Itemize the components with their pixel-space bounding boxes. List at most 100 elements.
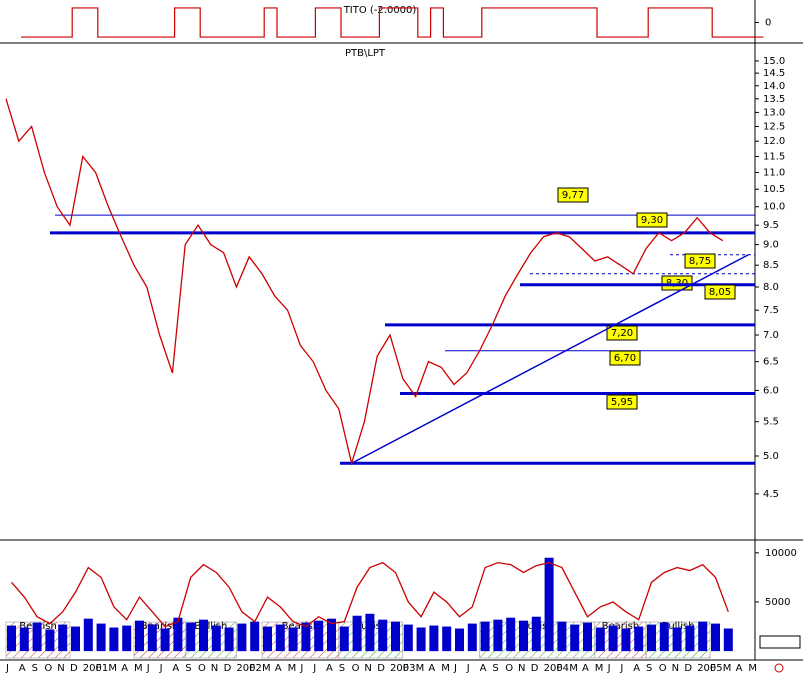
x-tick-label: N xyxy=(211,663,218,674)
x-tick-label: 2004 xyxy=(544,663,569,674)
scale-box xyxy=(759,635,801,649)
x-tick-label: J xyxy=(312,663,316,674)
x-tick-label: M xyxy=(441,663,450,674)
x-tick-label: D xyxy=(224,663,232,674)
regime-label: Bearish xyxy=(141,621,179,632)
volume-bar xyxy=(672,627,682,652)
x-tick-label: O xyxy=(352,663,360,674)
price-line xyxy=(5,98,724,466)
y-tick-label: 12.5 xyxy=(763,122,785,133)
volume-bar xyxy=(570,624,580,652)
volume-bar xyxy=(685,625,695,652)
volume-bar xyxy=(442,626,452,652)
y-tick-label: 10.0 xyxy=(763,202,785,213)
level-label-box xyxy=(609,350,641,366)
trendline xyxy=(351,254,749,464)
x-tick-label: O xyxy=(44,663,52,674)
volume-bar xyxy=(45,629,55,652)
x-tick-label: J xyxy=(159,663,163,674)
y-tick-label: 11.0 xyxy=(763,167,785,178)
volume-bar xyxy=(429,625,439,652)
x-tick-label: N xyxy=(518,663,525,674)
x-tick-label: 2005 xyxy=(697,663,722,674)
level-label: 9,77 xyxy=(562,190,584,201)
x-tick-label: M xyxy=(288,663,297,674)
level-label: 7,20 xyxy=(611,328,633,339)
x-tick-label: F xyxy=(710,663,716,674)
regime-label: Bearish xyxy=(282,621,320,632)
volume-bar xyxy=(608,625,618,652)
y-tick-label: 6.0 xyxy=(763,385,779,396)
x-tick-label: M xyxy=(748,663,757,674)
x-tick-label: A xyxy=(582,663,589,674)
y-tick-label: 14.0 xyxy=(763,81,785,92)
volume-bar xyxy=(467,623,477,652)
y-tick-label: 5.0 xyxy=(763,451,779,462)
x-tick-label: S xyxy=(339,663,345,674)
volume-bar xyxy=(32,622,42,652)
volume-bar xyxy=(647,624,656,652)
volume-bar xyxy=(211,625,221,652)
x-tick-label: A xyxy=(19,663,26,674)
x-tick-label: M xyxy=(569,663,578,674)
x-tick-label: O xyxy=(198,663,206,674)
volume-bar xyxy=(711,623,720,652)
x-tick-label: F xyxy=(96,663,102,674)
x-tick-label: 2003 xyxy=(390,663,415,674)
volume-bar xyxy=(186,622,196,652)
y-tick-label: 13.5 xyxy=(763,94,785,105)
volume-bar xyxy=(659,622,669,652)
x-tick-label: J xyxy=(453,663,457,674)
settings-icon[interactable] xyxy=(774,663,784,673)
volume-bar xyxy=(199,619,208,652)
x-tick-label: D xyxy=(531,663,539,674)
volume-bar xyxy=(544,557,554,652)
y-tick-label: 5.5 xyxy=(763,417,779,428)
regime-label: Bearish xyxy=(602,621,640,632)
volume-bar xyxy=(531,616,541,652)
volume-bar xyxy=(339,626,349,652)
volume-bar xyxy=(314,620,324,652)
volume-bar xyxy=(621,628,631,652)
volume-bar xyxy=(288,627,298,652)
x-tick-label: D xyxy=(377,663,385,674)
volume-bar xyxy=(493,619,503,652)
volume-bar xyxy=(595,627,605,652)
level-label: 5,95 xyxy=(611,397,633,408)
volume-bar xyxy=(71,626,80,652)
x-tick-label: N xyxy=(364,663,371,674)
x-tick-label: M xyxy=(108,663,117,674)
volume-bar xyxy=(224,627,234,652)
regime-label: Bullish xyxy=(661,621,694,632)
volume-bar xyxy=(480,621,490,652)
x-tick-label: J xyxy=(607,663,611,674)
volume-bar xyxy=(327,618,336,652)
volume-bar xyxy=(416,627,426,652)
y-tick-label: 9.0 xyxy=(763,240,779,251)
level-label-box xyxy=(661,275,693,291)
y-tick-label: 15.0 xyxy=(763,56,785,67)
x-tick-label: S xyxy=(32,663,38,674)
regime-band xyxy=(261,621,340,659)
x-tick-label: A xyxy=(480,663,487,674)
x-tick-label: F xyxy=(249,663,255,674)
chart-title: PTB\LPT xyxy=(345,48,386,59)
x-tick-label: A xyxy=(326,663,333,674)
x-tick-label: N xyxy=(672,663,679,674)
y-tick-label: 6.5 xyxy=(763,357,779,368)
x-tick-label: N xyxy=(57,663,64,674)
y-tick-label: 13.0 xyxy=(763,107,785,118)
x-tick-label: J xyxy=(466,663,470,674)
y-tick-label: 7.0 xyxy=(763,330,779,341)
volume-bar xyxy=(506,617,516,652)
volume-bar xyxy=(519,620,528,652)
x-tick-label: D xyxy=(684,663,692,674)
volume-bar xyxy=(160,628,170,652)
level-label-box xyxy=(606,325,638,341)
x-tick-label: S xyxy=(185,663,191,674)
x-tick-label: A xyxy=(172,663,179,674)
volume-bar xyxy=(698,621,708,652)
x-tick-label: M xyxy=(595,663,604,674)
volume-bar xyxy=(58,624,68,652)
